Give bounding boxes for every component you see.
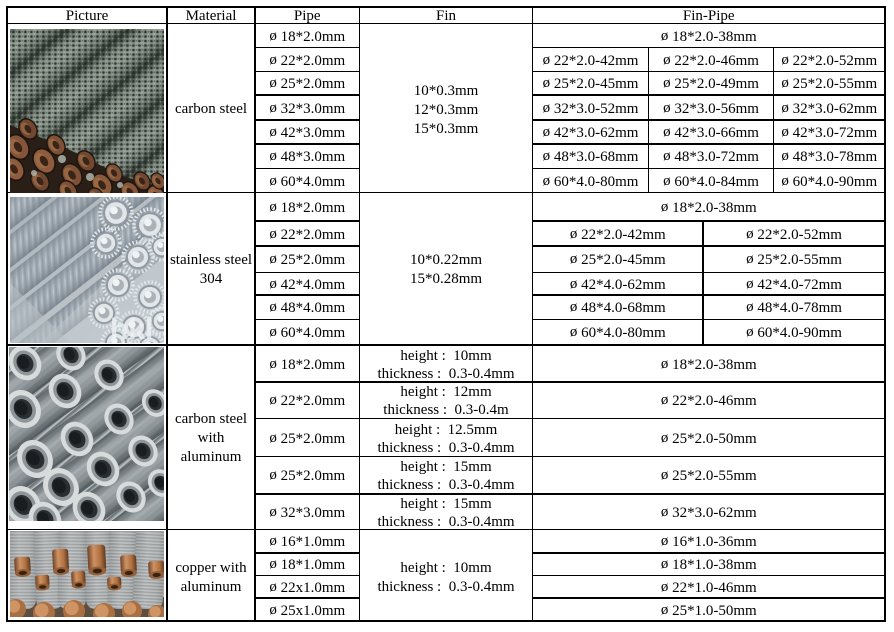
svg-text:hkl: hkl [110,313,153,343]
